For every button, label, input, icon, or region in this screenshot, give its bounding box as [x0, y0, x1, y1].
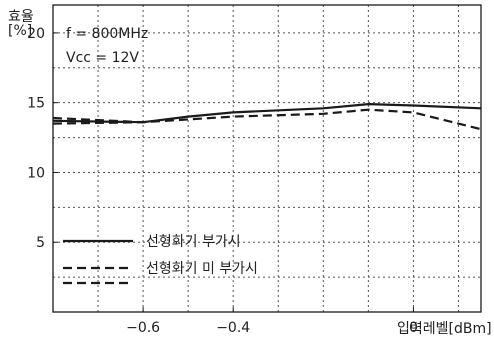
x-tick-label: −0.4	[216, 320, 250, 336]
y-tick-label: 20	[27, 26, 45, 42]
x-tick-label: −0.6	[126, 320, 160, 336]
y-tick-label: 10	[27, 165, 45, 181]
series-line-3	[52, 116, 144, 124]
y-axis-title-line1: 효율	[8, 9, 34, 25]
x-tick-label: 0	[409, 320, 418, 336]
legend-label-2: 선형화기 미 부가시	[146, 261, 258, 277]
y-axis-title-line2: [%]	[8, 23, 33, 39]
annotation-vcc: Vcc = 12V	[66, 50, 139, 66]
y-tick-label: 5	[36, 235, 45, 251]
series-line-1	[52, 102, 482, 124]
annotation-frequency: f = 800MHz	[66, 26, 149, 42]
x-axis-title: 입력레벨[dBm]	[397, 321, 492, 337]
legend-label-1: 선형화기 부가시	[146, 234, 241, 250]
plot-frame	[52, 4, 482, 313]
y-tick-label: 15	[27, 96, 45, 112]
series-line-2	[52, 108, 482, 131]
